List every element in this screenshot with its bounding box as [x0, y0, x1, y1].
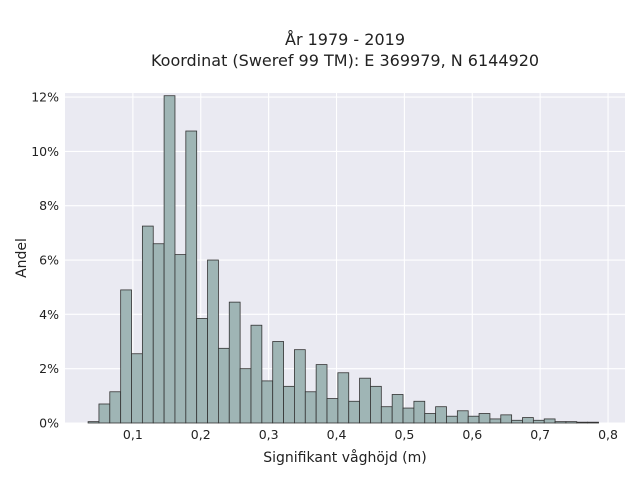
histogram-bar	[326, 398, 339, 424]
y-axis-ticks: 0% 2% 4% 6% 8% 10% 12%	[31, 90, 59, 431]
x-axis-ticks: 0,1 0,2 0,3 0,4 0,5 0,6 0,7 0,8	[123, 427, 618, 442]
histogram-bar	[456, 410, 469, 424]
y-tick-label: 6%	[39, 253, 59, 268]
x-tick-label: 0,4	[327, 427, 347, 442]
histogram-bar	[500, 414, 513, 424]
x-tick-label: 0,1	[123, 427, 143, 442]
histogram-bar	[131, 353, 143, 424]
histogram-bar	[98, 403, 111, 424]
histogram-bar	[315, 364, 328, 424]
histogram-bar	[565, 421, 578, 424]
chart-title: År 1979 - 2019	[285, 30, 405, 49]
histogram-bar	[532, 419, 545, 424]
histogram-bar	[207, 259, 219, 424]
histogram-bar	[435, 406, 447, 424]
histogram-bar	[250, 324, 263, 424]
histogram-bar	[304, 391, 317, 424]
x-tick-label: 0,3	[259, 427, 279, 442]
x-axis-label: Signifikant våghöjd (m)	[263, 449, 426, 466]
x-tick-label: 0,8	[598, 427, 618, 442]
histogram-bar	[218, 347, 230, 424]
histogram-bar	[185, 130, 198, 424]
x-tick-label: 0,6	[462, 427, 482, 442]
x-tick-label: 0,5	[394, 427, 414, 442]
y-tick-label: 8%	[39, 198, 59, 213]
histogram-bar	[239, 368, 252, 424]
y-tick-label: 2%	[39, 361, 59, 376]
histogram-bar	[348, 400, 360, 424]
histogram-bar	[337, 372, 350, 424]
histogram-bar	[511, 419, 523, 424]
histogram-bar	[163, 95, 176, 424]
histogram-bar	[174, 254, 187, 424]
y-tick-label: 12%	[31, 90, 59, 105]
histogram-bar	[370, 385, 382, 424]
histogram-bars	[87, 95, 599, 424]
histogram-bar	[141, 225, 154, 424]
y-tick-label: 4%	[39, 307, 59, 322]
histogram-bar	[120, 289, 132, 424]
y-tick-label: 10%	[31, 144, 59, 159]
histogram-bar	[543, 418, 556, 424]
histogram-bar	[152, 243, 165, 424]
histogram-bar	[380, 406, 393, 424]
y-axis-label: Andel	[14, 238, 30, 278]
histogram-bar	[261, 380, 274, 424]
histogram-bar	[446, 415, 458, 424]
histogram-bar	[283, 385, 295, 424]
histogram-bar	[359, 377, 371, 424]
histogram-bar	[87, 421, 100, 424]
histogram-bar	[576, 421, 589, 424]
histogram-bar	[489, 418, 502, 424]
x-tick-label: 0,7	[530, 427, 550, 442]
histogram-bar	[196, 318, 208, 424]
histogram-bar	[228, 301, 241, 424]
histogram-bar	[478, 413, 491, 424]
chart-subtitle: Koordinat (Sweref 99 TM): E 369979, N 61…	[151, 51, 539, 70]
histogram-bar	[467, 415, 480, 424]
histogram-bar	[522, 417, 534, 424]
histogram-bar	[587, 421, 599, 424]
histogram-bar	[294, 349, 306, 424]
histogram-bar	[272, 341, 284, 424]
x-tick-label: 0,2	[191, 427, 211, 442]
histogram-bar	[413, 400, 426, 424]
histogram-bar	[424, 413, 437, 424]
histogram-bar	[554, 421, 567, 424]
histogram-bar	[402, 407, 415, 424]
histogram-bar	[391, 394, 404, 424]
histogram-bar	[109, 391, 122, 424]
y-tick-label: 0%	[39, 416, 59, 431]
